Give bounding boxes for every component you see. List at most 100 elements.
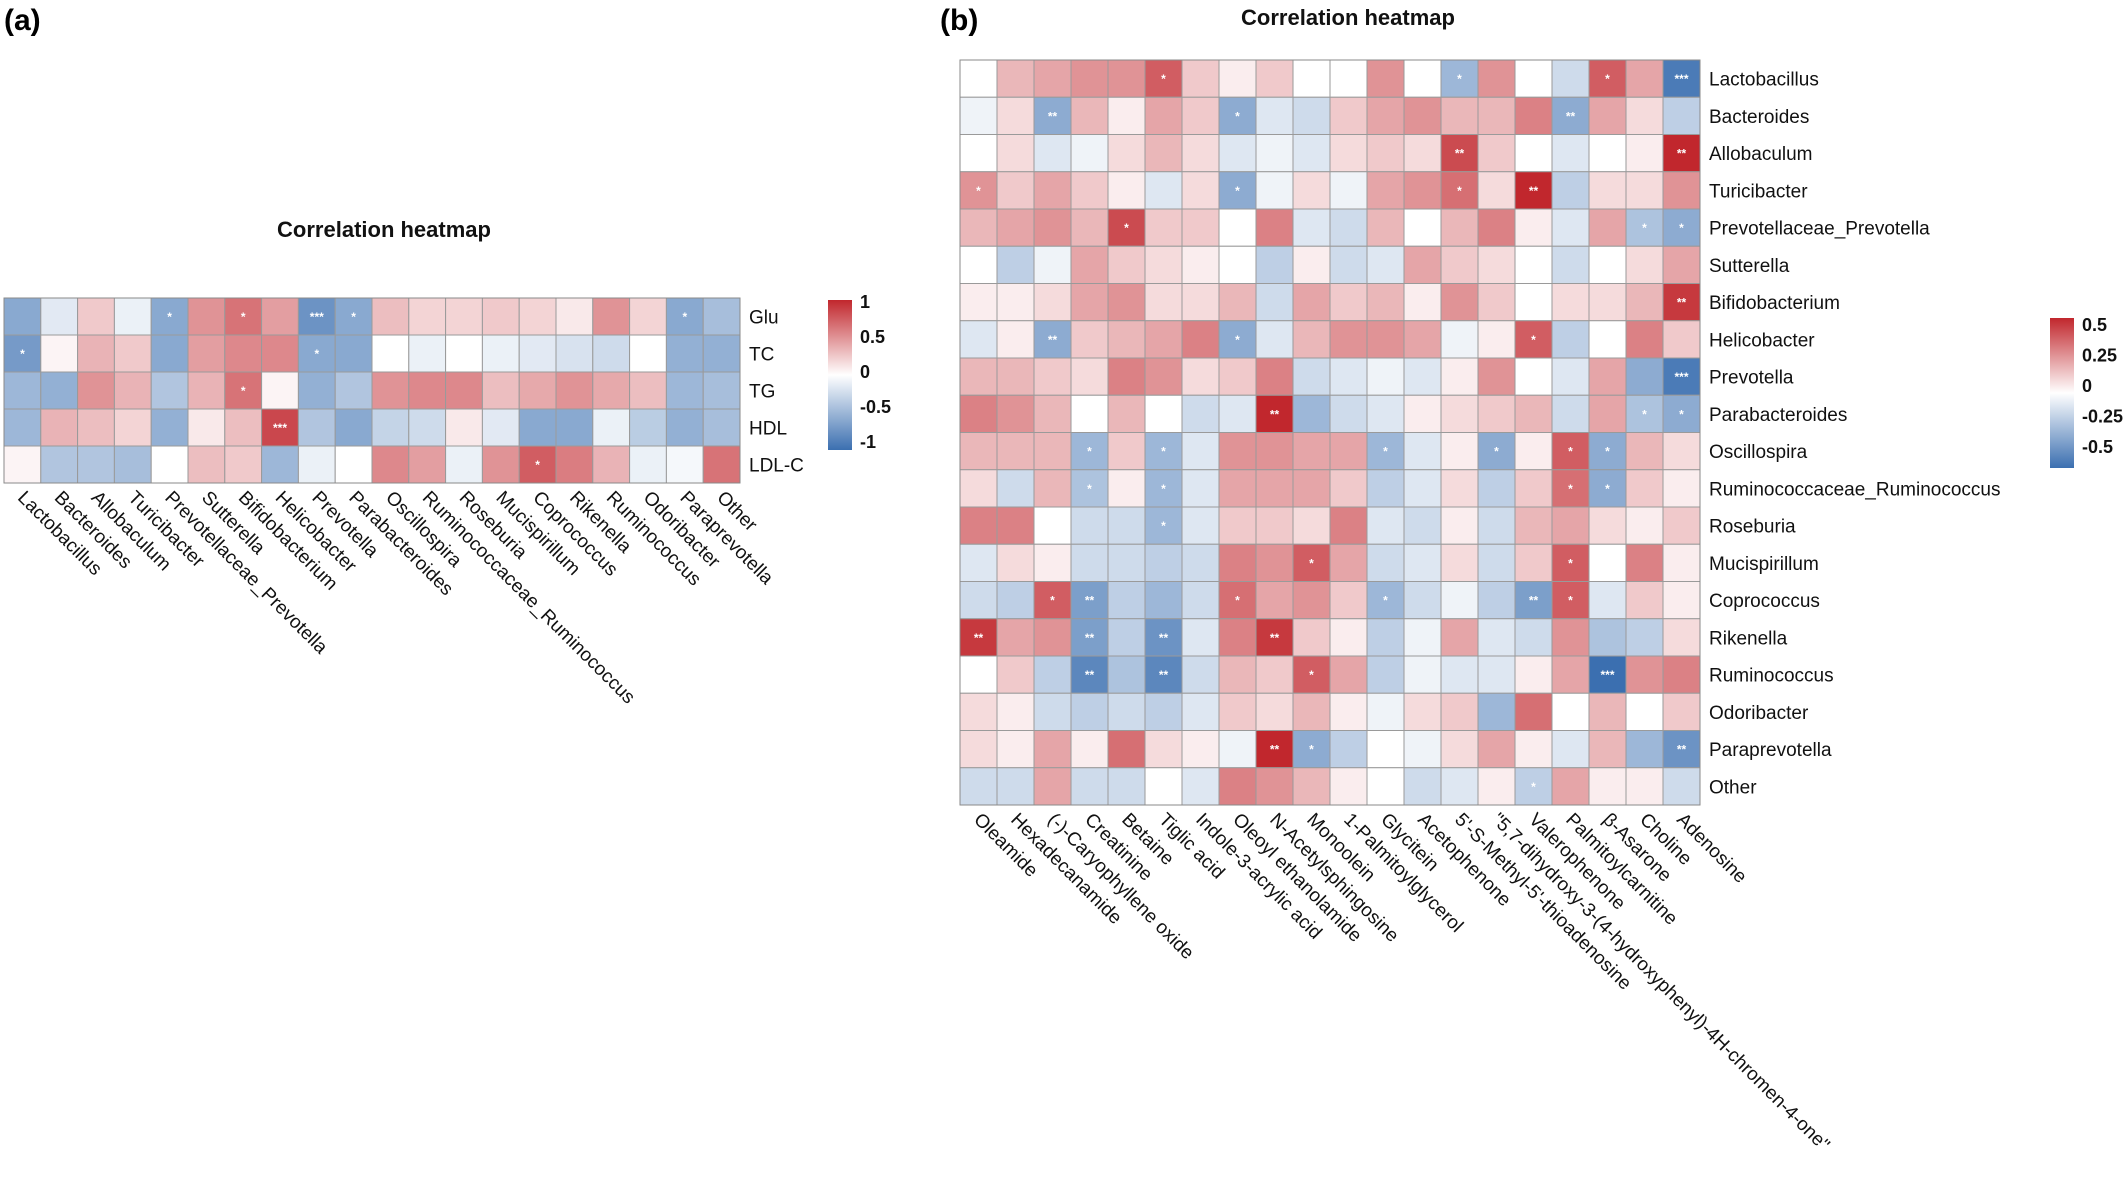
row-label: Parabacteroides [1709,405,1847,426]
heatmap-cell [1625,432,1664,471]
heatmap-cell [224,371,263,410]
heatmap-cell [1662,767,1701,806]
heatmap-cell [481,408,520,447]
heatmap-cell [1514,96,1553,135]
heatmap-cell [1033,543,1072,582]
significance-mark: * [1087,445,1092,459]
heatmap-cell [3,408,42,447]
heatmap-cell [1070,134,1109,173]
significance-mark: * [535,458,540,472]
heatmap-cell [371,445,410,484]
heatmap-cell [1662,96,1701,135]
significance-mark: * [1679,407,1684,421]
row-label: Odoribacter [1709,703,1809,724]
heatmap-cell [1033,432,1072,471]
heatmap-cell [261,334,299,373]
heatmap-cell [996,208,1035,247]
heatmap-cell [1144,245,1183,284]
significance-mark: * [1568,482,1573,496]
legend-b: 0.5 0.25 0 -0.25 -0.5 [2050,315,2123,468]
heatmap-cell [1144,208,1183,247]
heatmap-cell [40,334,79,373]
heatmap-cell [1218,208,1257,247]
heatmap-cell [1033,320,1072,359]
heatmap-cell [1662,692,1701,731]
heatmap-cell [77,408,115,447]
significance-mark: * [314,347,319,361]
heatmap-cell [1107,655,1146,694]
heatmap-cell [224,408,263,447]
heatmap-cell [1107,692,1146,731]
significance-mark: ** [1085,594,1095,608]
legend-a: 1 0.5 0 -0.5 -1 [828,292,891,452]
heatmap-cell [1218,432,1257,471]
heatmap-cell [1625,320,1664,359]
significance-mark: ** [1085,631,1095,645]
heatmap-cell [1403,730,1442,769]
heatmap-cell [1625,655,1664,694]
heatmap-cell [1329,245,1368,284]
heatmap-cell [592,334,631,373]
significance-mark: * [241,310,246,324]
heatmap-cell [1218,692,1257,731]
significance-mark: * [1383,445,1388,459]
heatmap-cell [1477,506,1516,545]
heatmap-cell [1366,692,1405,731]
significance-mark: ** [1085,668,1095,682]
heatmap-cell [1181,767,1220,806]
heatmap-cell [1366,59,1405,98]
significance-mark: * [20,347,25,361]
heatmap-cell [1107,283,1146,322]
heatmap-cell [1588,320,1627,359]
heatmap-cell [1070,655,1109,694]
heatmap-cell [1625,134,1664,173]
row-label: Prevotella [1709,368,1794,389]
heatmap-cell [1440,283,1479,322]
heatmap-cell [1440,581,1479,620]
heatmap-cell [1551,134,1590,173]
heatmap-cell [518,334,557,373]
heatmap-cell [1255,581,1294,620]
heatmap-cell [1144,767,1183,806]
heatmap-cell [481,297,520,336]
heatmap-cell [1440,543,1479,582]
heatmap-cell [1292,208,1331,247]
significance-mark: * [351,310,356,324]
heatmap-cell [702,445,741,484]
heatmap-cell [1107,171,1146,210]
heatmap-cell [1218,730,1257,769]
heatmap-cell [1255,394,1294,433]
heatmap-cell [1329,134,1368,173]
significance-mark: * [976,184,981,198]
heatmap-cell [996,134,1035,173]
heatmap-cell [1625,581,1664,620]
significance-mark: ** [1529,184,1539,198]
heatmap-cell [113,371,152,410]
heatmap-cell [1588,730,1627,769]
heatmap-border [959,59,1701,806]
heatmap-cell [592,408,631,447]
heatmap-cell [1551,59,1590,98]
heatmap-cell [959,618,998,657]
heatmap-cell [1403,432,1442,471]
heatmap-cell [996,96,1035,135]
heatmap-cell [77,297,115,336]
significance-mark: ** [1677,743,1687,757]
heatmap-cell [1033,171,1072,210]
heatmap-cell [1329,581,1368,620]
heatmap-cell [555,445,594,484]
heatmap-cell [1625,171,1664,210]
row-label: Oscillospira [1709,442,1808,463]
heatmap-cell [40,408,79,447]
row-label: Bifidobacterium [1709,293,1840,314]
heatmap-cell [1144,618,1183,657]
heatmap-cell [1070,543,1109,582]
heatmap-cell [1551,432,1590,471]
heatmap-cell [3,297,42,336]
heatmap-cell [1070,208,1109,247]
heatmap-cell [1403,469,1442,508]
heatmap-cell [996,730,1035,769]
heatmap-cell [1514,655,1553,694]
heatmap-cell [1329,767,1368,806]
heatmap-cell [1329,730,1368,769]
